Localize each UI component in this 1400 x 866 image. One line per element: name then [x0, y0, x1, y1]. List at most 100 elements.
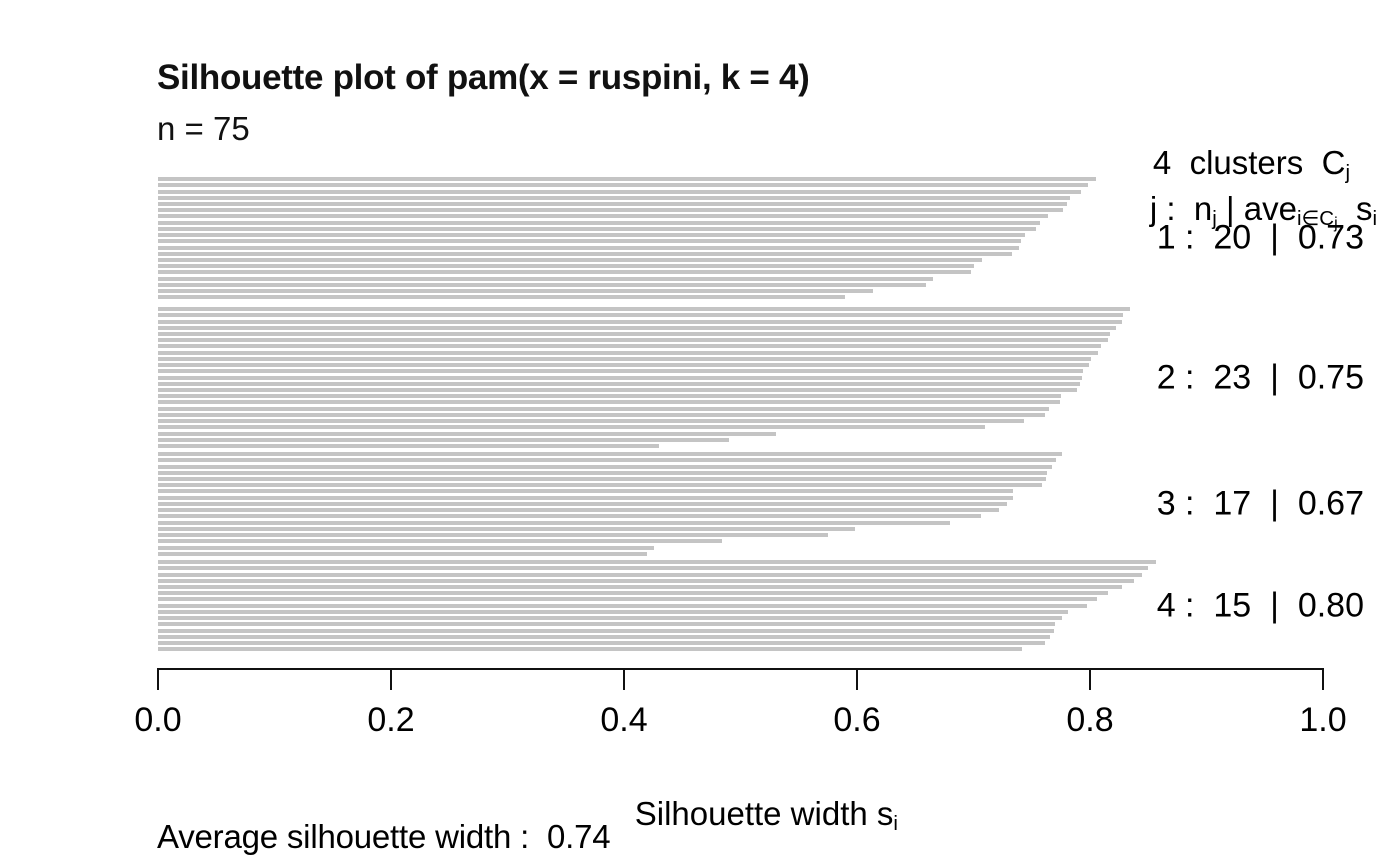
silhouette-bar — [158, 572, 1143, 577]
legend-formula-ave: | ave — [1216, 190, 1297, 227]
legend-formula-cluster-subscript: j — [1334, 215, 1338, 233]
silhouette-bar — [158, 628, 1054, 633]
silhouette-bar — [158, 375, 1082, 380]
silhouette-bar — [158, 526, 855, 531]
silhouette-bar — [158, 616, 1062, 621]
silhouette-bar — [158, 476, 1046, 481]
x-axis-line — [157, 668, 1324, 670]
silhouette-bar — [158, 444, 659, 449]
silhouette-bar — [158, 258, 982, 262]
silhouette-bar — [158, 214, 1049, 219]
silhouette-bar — [158, 183, 1088, 188]
legend-formula-s-subscript: i — [1372, 207, 1377, 231]
silhouette-bar — [158, 539, 722, 544]
cluster-summary-label: 4 : 15 | 0.80 — [1156, 586, 1364, 625]
silhouette-bar — [158, 356, 1092, 361]
silhouette-bar — [158, 344, 1101, 349]
silhouette-bar — [158, 483, 1043, 488]
silhouette-bar — [158, 452, 1062, 456]
cluster-summary-label: 2 : 23 | 0.75 — [1156, 358, 1364, 396]
silhouette-bar — [158, 609, 1068, 614]
x-axis-tick — [157, 668, 159, 690]
silhouette-bar — [158, 363, 1089, 368]
silhouette-bar — [158, 545, 655, 550]
silhouette-bar — [158, 226, 1037, 231]
silhouette-bar — [158, 647, 1023, 652]
silhouette-bar — [158, 195, 1071, 200]
x-axis-tick-label: 0.4 — [600, 701, 648, 739]
legend-formula-s: s — [1337, 190, 1373, 227]
silhouette-bar — [158, 641, 1045, 645]
silhouette-bar — [158, 520, 951, 525]
silhouette-bar — [158, 406, 1050, 411]
silhouette-bar — [158, 177, 1096, 181]
silhouette-bar — [158, 350, 1099, 355]
x-axis-tick — [390, 668, 392, 690]
silhouette-bar — [158, 419, 1024, 424]
x-axis-tick-label: 0.6 — [833, 701, 881, 739]
silhouette-bar — [158, 400, 1060, 405]
legend-formula-ave-subscript: i∈Cj — [1296, 207, 1338, 233]
silhouette-bar — [158, 566, 1149, 571]
legend-formula-in-cluster: i∈C — [1296, 207, 1335, 231]
x-axis-title-subscript: i — [893, 812, 898, 836]
silhouette-bar — [158, 495, 1014, 500]
silhouette-bar — [158, 394, 1061, 399]
silhouette-bar — [158, 551, 648, 556]
silhouette-bar — [158, 233, 1025, 238]
silhouette-bar — [158, 264, 974, 269]
silhouette-bar — [158, 591, 1108, 596]
average-width-label: Average silhouette width : 0.74 — [157, 818, 611, 855]
silhouette-bar — [158, 425, 986, 430]
silhouette-bar — [158, 313, 1123, 318]
silhouette-bar — [158, 239, 1022, 244]
silhouette-bar — [158, 533, 828, 537]
silhouette-bar — [158, 514, 981, 519]
silhouette-bar — [158, 508, 1000, 513]
legend-formula-j: j : n — [1149, 190, 1213, 227]
silhouette-bar — [158, 388, 1078, 392]
n-label: n = 75 — [157, 110, 250, 147]
silhouette-bar — [158, 578, 1135, 583]
x-axis-tick-label: 0.0 — [134, 701, 182, 739]
silhouette-bar — [158, 634, 1051, 639]
x-axis-tick — [623, 668, 625, 690]
silhouette-bar — [158, 622, 1056, 627]
silhouette-bar — [158, 597, 1097, 602]
x-axis-title-text: Silhouette width s — [634, 795, 894, 832]
silhouette-bar — [158, 412, 1045, 417]
silhouette-bar — [158, 289, 874, 294]
silhouette-bar — [158, 381, 1080, 386]
silhouette-bar — [158, 464, 1052, 469]
silhouette-bar — [158, 245, 1019, 250]
silhouette-bar — [158, 560, 1157, 564]
silhouette-bar — [158, 276, 933, 281]
x-axis-tick-label: 1.0 — [1299, 701, 1347, 739]
silhouette-bar — [158, 431, 776, 436]
silhouette-bar — [158, 282, 926, 287]
cluster-summary-label: 1 : 20 | 0.73 — [1156, 218, 1364, 257]
silhouette-bar — [158, 270, 972, 275]
legend-clusters-text: 4 clusters C — [1152, 144, 1346, 181]
x-axis-tick — [1322, 668, 1324, 690]
silhouette-bar — [158, 338, 1108, 343]
silhouette-bar — [158, 325, 1116, 330]
silhouette-bar — [158, 501, 1008, 506]
x-axis-tick-label: 0.8 — [1066, 701, 1114, 739]
x-axis-tick — [856, 668, 858, 690]
silhouette-bar — [158, 208, 1064, 213]
silhouette-bar — [158, 603, 1087, 608]
silhouette-bar — [158, 470, 1047, 475]
cluster-summary-label: 3 : 17 | 0.67 — [1156, 484, 1364, 523]
silhouette-bar — [158, 251, 1012, 256]
x-axis-tick — [1089, 668, 1091, 690]
silhouette-bar — [158, 437, 729, 442]
legend-clusters-subscript: j — [1345, 161, 1350, 185]
legend-clusters-line: 4 clusters Cj — [1116, 106, 1350, 220]
silhouette-bar — [158, 295, 846, 300]
legend-formula-line: j : nj | avei∈Cj si — [1113, 152, 1377, 266]
silhouette-bar — [158, 369, 1083, 374]
silhouette-bar — [158, 584, 1122, 589]
